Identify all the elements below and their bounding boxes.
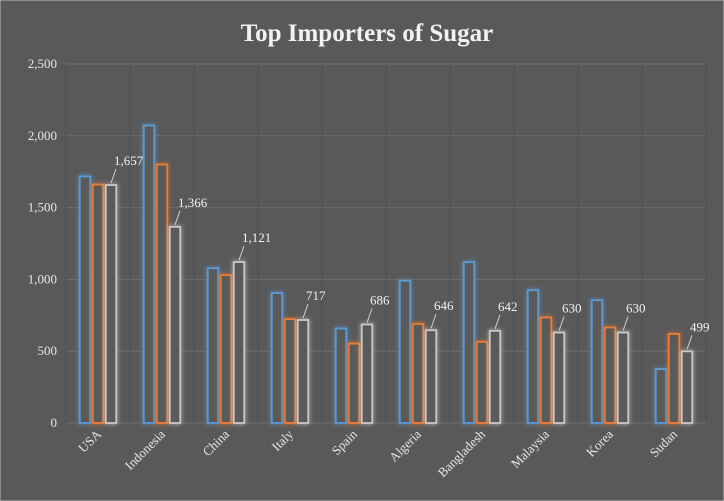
bar-italy-s2 xyxy=(283,318,297,424)
bar-china-s2 xyxy=(219,274,233,424)
data-label-leader xyxy=(494,314,501,329)
bar-usa-s2 xyxy=(91,183,105,424)
bar-korea-s2 xyxy=(603,326,617,424)
bar-indonesia-s3 xyxy=(168,225,182,424)
bar-malaysia-s2 xyxy=(539,316,553,424)
y-axis: 0 500 1,000 1,500 2,000 2,500 xyxy=(28,56,57,430)
bar-usa-s3 xyxy=(104,184,118,424)
data-label: 717 xyxy=(306,288,326,303)
bar-algeria-s1 xyxy=(398,279,412,424)
bar-china-s1 xyxy=(206,267,220,424)
data-label: 499 xyxy=(690,319,710,334)
data-label-leader xyxy=(686,335,693,350)
data-label-leader xyxy=(302,303,309,319)
bar-bangladesh-s2 xyxy=(475,340,489,424)
bar-spain-s2 xyxy=(347,342,361,424)
data-label-leader xyxy=(366,308,373,323)
data-label: 1,657 xyxy=(114,153,144,168)
bar-korea-s3 xyxy=(616,331,630,424)
y-tick-label: 1,500 xyxy=(28,200,57,215)
bar-indonesia-s1 xyxy=(142,124,156,424)
y-tick-label: 0 xyxy=(51,415,58,430)
data-label-leader xyxy=(558,316,565,331)
data-label-leader xyxy=(110,168,117,184)
bar-korea-s1 xyxy=(590,299,604,424)
bar-sudan-s2 xyxy=(667,333,681,424)
bar-malaysia-s1 xyxy=(526,289,540,424)
y-tick-label: 1,000 xyxy=(28,271,57,286)
data-label: 1,366 xyxy=(178,195,208,210)
data-label: 642 xyxy=(498,299,518,314)
bars xyxy=(78,124,694,424)
bar-spain-s1 xyxy=(334,327,348,424)
data-label-leader xyxy=(174,210,181,226)
data-label: 630 xyxy=(626,301,646,316)
chart-title: Top Importers of Sugar xyxy=(241,20,494,47)
bar-sudan-s3 xyxy=(680,350,694,424)
data-label-leader xyxy=(430,314,437,329)
bar-china-s3 xyxy=(232,261,246,424)
data-label: 646 xyxy=(434,298,454,313)
bar-usa-s1 xyxy=(78,175,92,424)
data-label-leader xyxy=(622,316,629,331)
bar-bangladesh-s1 xyxy=(462,261,476,424)
y-tick-label: 2,500 xyxy=(28,56,57,71)
data-labels: 1,657 1,366 1,121 717 686 646 642 630 630 499 xyxy=(110,153,710,350)
y-tick-label: 2,000 xyxy=(28,128,57,143)
bar-bangladesh-s3 xyxy=(488,329,502,424)
bar-spain-s3 xyxy=(360,323,374,424)
bar-malaysia-s3 xyxy=(552,331,566,424)
bar-italy-s1 xyxy=(270,292,284,424)
bar-indonesia-s2 xyxy=(155,163,169,424)
y-tick-label: 500 xyxy=(38,343,58,358)
bar-italy-s3 xyxy=(296,319,310,424)
data-label: 686 xyxy=(370,292,390,307)
data-label-leader xyxy=(238,245,245,261)
data-label: 630 xyxy=(562,301,582,316)
data-label: 1,121 xyxy=(242,230,271,245)
bar-sudan-s1 xyxy=(654,368,668,424)
bar-algeria-s3 xyxy=(424,329,438,424)
bar-algeria-s2 xyxy=(411,323,425,424)
